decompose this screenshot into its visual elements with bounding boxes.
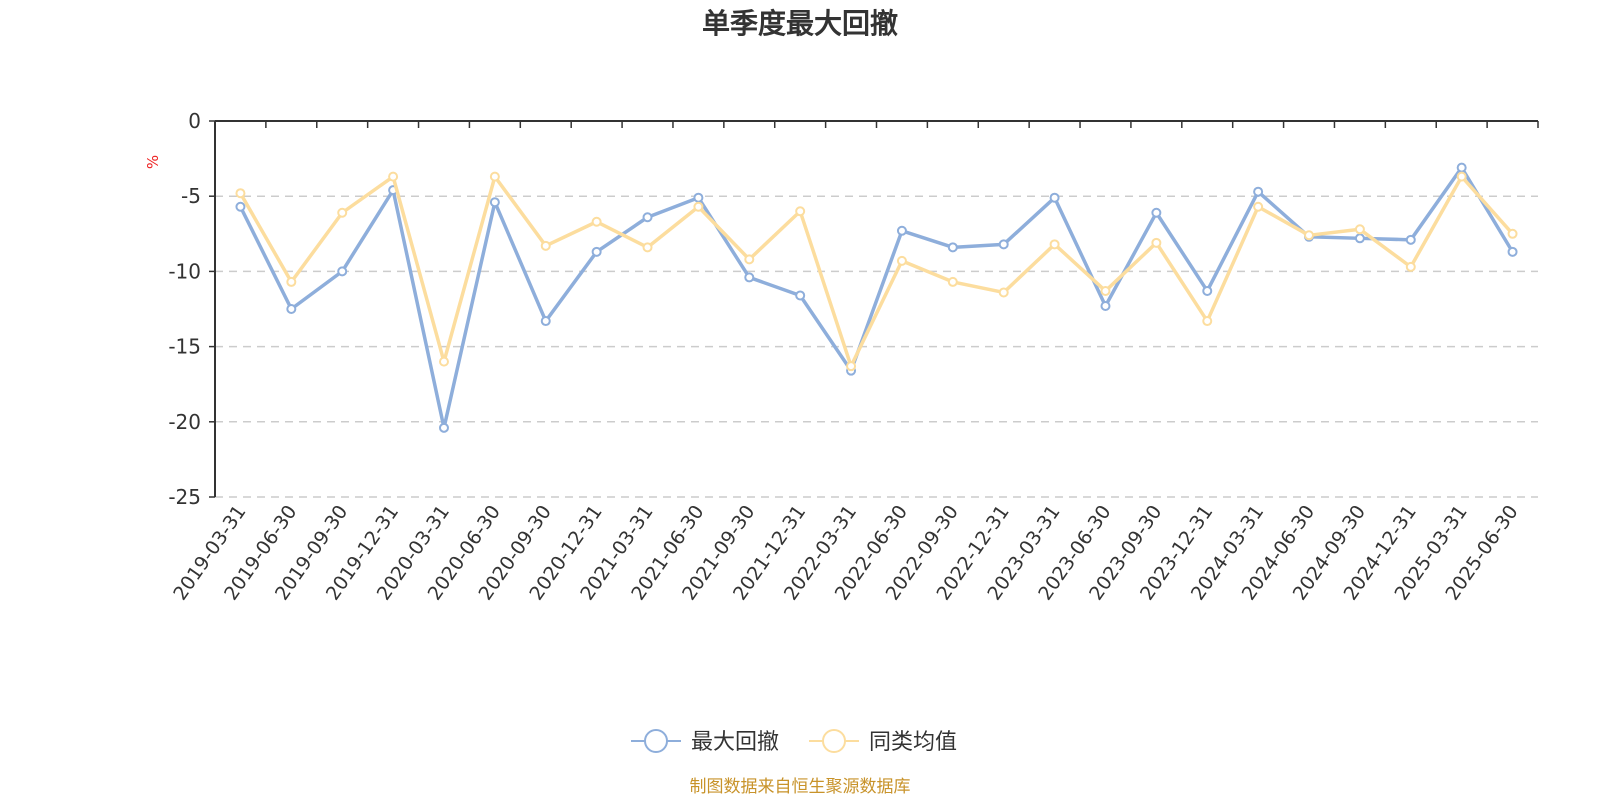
series-1 (235, 162, 1518, 433)
data-point[interactable] (337, 266, 348, 277)
data-point[interactable] (1304, 230, 1315, 241)
series-line (238, 165, 1515, 430)
series-2 (235, 171, 1518, 372)
data-point[interactable] (235, 188, 246, 199)
series-lines (235, 162, 1518, 433)
axes (214, 120, 1538, 497)
data-point[interactable] (1507, 228, 1518, 239)
data-point[interactable] (693, 201, 704, 212)
data-point[interactable] (795, 290, 806, 301)
data-point[interactable] (1354, 233, 1365, 244)
data-point[interactable] (1151, 237, 1162, 248)
y-tick-label: -15 (168, 335, 201, 359)
data-point[interactable] (1202, 316, 1213, 327)
legend-marker (822, 729, 846, 753)
series-line (238, 174, 1514, 368)
y-axis-unit-label: % (144, 155, 162, 169)
data-point[interactable] (1100, 285, 1111, 296)
data-point[interactable] (1049, 239, 1060, 250)
chart-title: 单季度最大回撤 (702, 7, 898, 40)
data-point[interactable] (642, 242, 653, 253)
data-point[interactable] (388, 171, 399, 182)
data-point[interactable] (1456, 162, 1467, 173)
y-tick-label: 0 (188, 109, 201, 133)
y-axis-ticks: 0 -5 -10 -15 -20 -25 (168, 109, 215, 509)
legend-item-1[interactable]: 最大回撤 (631, 729, 779, 755)
data-point[interactable] (896, 255, 907, 266)
data-point[interactable] (540, 240, 551, 251)
data-point[interactable] (998, 239, 1009, 250)
legend-marker (644, 729, 668, 753)
legend-label: 最大回撤 (691, 730, 779, 755)
legend-label: 同类均值 (869, 730, 957, 755)
legend-item-2[interactable]: 同类均值 (809, 729, 957, 755)
data-point[interactable] (1354, 224, 1365, 235)
data-point[interactable] (286, 276, 297, 287)
data-point[interactable] (642, 212, 653, 223)
data-point[interactable] (489, 197, 500, 208)
data-point[interactable] (1049, 192, 1060, 203)
data-point[interactable] (693, 192, 704, 203)
data-point[interactable] (337, 207, 348, 218)
data-source-note: 制图数据来自恒生聚源数据库 (690, 777, 911, 797)
data-point[interactable] (846, 361, 857, 372)
data-point[interactable] (1202, 285, 1213, 296)
y-tick-label: -25 (168, 485, 201, 509)
data-point[interactable] (591, 246, 602, 257)
grid-lines (215, 195, 1538, 498)
data-point[interactable] (744, 272, 755, 283)
data-point[interactable] (1507, 246, 1518, 257)
y-tick-label: -10 (168, 259, 201, 283)
data-point[interactable] (1151, 207, 1162, 218)
data-point[interactable] (1405, 261, 1416, 272)
data-point[interactable] (235, 201, 246, 212)
data-point[interactable] (947, 276, 958, 287)
legend[interactable]: 最大回撤 同类均值 (631, 729, 957, 755)
data-point[interactable] (1456, 171, 1467, 182)
data-point[interactable] (286, 304, 297, 314)
data-point[interactable] (540, 316, 551, 327)
data-point[interactable] (438, 422, 449, 433)
y-tick-label: -5 (181, 184, 201, 208)
data-point[interactable] (591, 216, 602, 227)
data-point[interactable] (438, 356, 449, 367)
y-tick-label: -20 (168, 410, 201, 434)
data-point[interactable] (998, 287, 1009, 298)
data-point[interactable] (896, 225, 907, 236)
data-point[interactable] (744, 254, 755, 265)
data-point[interactable] (489, 171, 500, 182)
data-point[interactable] (1405, 234, 1416, 245)
data-point[interactable] (1253, 201, 1264, 212)
data-point[interactable] (1253, 186, 1264, 197)
data-point[interactable] (947, 242, 958, 253)
data-point[interactable] (1100, 300, 1111, 311)
data-point[interactable] (795, 206, 806, 217)
